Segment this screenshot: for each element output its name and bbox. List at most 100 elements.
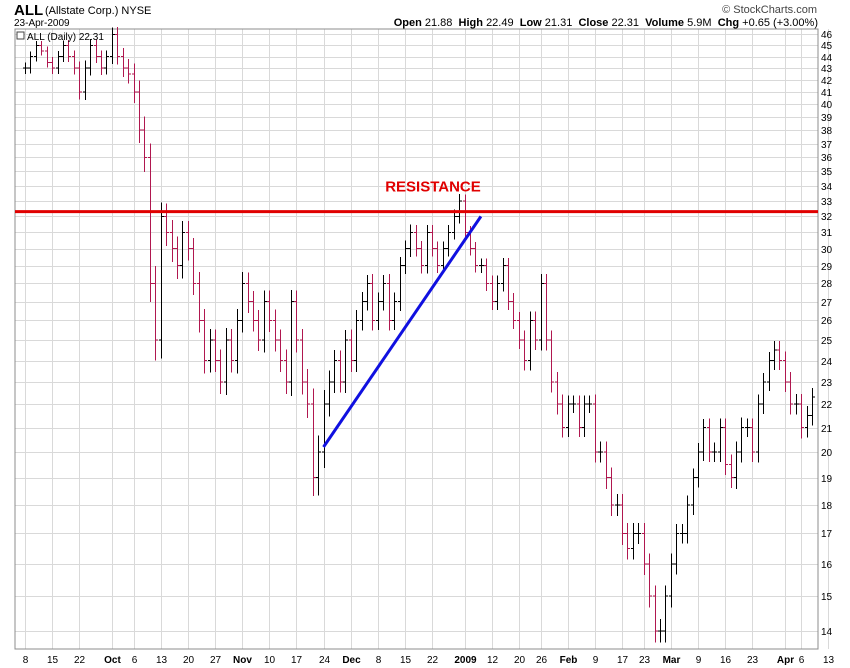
ohlc-bar (484, 258, 489, 291)
y-tick-label: 38 (821, 126, 833, 137)
ohlc-bar (761, 372, 766, 414)
y-tick-label: 29 (821, 262, 833, 273)
y-tick-label: 25 (821, 336, 833, 347)
ohlc-bar (539, 274, 544, 351)
x-tick-label: 10 (264, 655, 276, 666)
brand-watermark: © StockCharts.com (722, 4, 817, 16)
ohlc-bar (501, 257, 506, 292)
ohlc-bar (294, 290, 299, 353)
ohlc-bar (251, 291, 256, 332)
ohlc-bar (99, 50, 104, 75)
y-tick-label: 26 (821, 316, 833, 327)
ohlc-bar (213, 329, 218, 372)
y-tick-label: 35 (821, 167, 833, 178)
ohlc-bar (316, 435, 321, 496)
ohlc-bar (609, 467, 614, 516)
ohlc-bar (381, 274, 386, 311)
ohlc-bar (435, 241, 440, 274)
x-tick-label: 20 (514, 655, 526, 666)
ohlc-bar (392, 292, 397, 330)
x-tick-label: Nov (233, 655, 252, 666)
ohlc-bar (50, 56, 55, 74)
y-tick-label: 15 (821, 592, 833, 603)
ohlc-bar (354, 310, 359, 372)
x-tick-label: 8 (23, 655, 29, 666)
low-label: Low (519, 17, 542, 29)
ohlc-summary: Open 21.88 High 22.49 Low 21.31 Close 22… (394, 17, 818, 29)
ohlc-bar (186, 221, 191, 261)
y-tick-label: 41 (821, 88, 833, 99)
x-tick-label: 15 (47, 655, 59, 666)
ohlc-bar (615, 494, 620, 516)
ohlc-bar (56, 50, 61, 75)
ohlc-bar (327, 370, 332, 417)
x-tick-label: Dec (342, 655, 361, 666)
ohlc-bar (387, 274, 392, 331)
ohlc-bar (473, 242, 478, 273)
close-value: 22.31 (611, 17, 639, 29)
x-tick-label: 13 (823, 655, 835, 666)
y-tick-label: 22 (821, 400, 833, 411)
ohlc-bar (593, 394, 598, 463)
ohlc-bar (555, 372, 560, 415)
ohlc-bar (680, 523, 685, 544)
x-tick-label: 20 (183, 655, 195, 666)
ohlc-bar (425, 225, 430, 274)
ohlc-bar (121, 48, 126, 78)
ohlc-bar (278, 329, 283, 372)
ohlc-bar (34, 40, 39, 62)
ohlc-bar (506, 257, 511, 310)
ohlc-bar (66, 40, 71, 63)
ohlc-bar (180, 220, 185, 279)
y-tick-label: 24 (821, 357, 833, 368)
ohlc-bar (658, 619, 663, 643)
ohlc-bar (28, 51, 33, 74)
y-tick-label: 37 (821, 140, 833, 151)
ohlc-bar (810, 387, 815, 426)
ohlc-bar (267, 290, 272, 333)
chg-label: Chg (717, 17, 740, 29)
ohlc-bar (756, 394, 761, 463)
chart-legend: ALL (Daily) 22.31 (16, 31, 104, 43)
ohlc-bar (104, 50, 109, 75)
ohlc-bar (72, 50, 77, 75)
x-tick-label: 15 (400, 655, 412, 666)
ohlc-bar (148, 143, 153, 302)
ohlc-bar (479, 258, 484, 274)
ohlc-bar (495, 275, 500, 310)
ohlc-bar (707, 418, 712, 462)
ohlc-bar (338, 350, 343, 393)
ohlc-bar (235, 309, 240, 374)
ohlc-bar (110, 27, 115, 64)
ohlc-bar (376, 292, 381, 330)
ohlc-bar (208, 328, 213, 373)
ohlc-bar (94, 39, 99, 63)
x-tick-label: 9 (696, 655, 702, 666)
x-tick-label: 17 (291, 655, 303, 666)
ohlc-bar (115, 26, 120, 65)
ohlc-bar (229, 328, 234, 373)
y-tick-label: 30 (821, 245, 833, 256)
ohlc-bar (669, 553, 674, 608)
ohlc-bar (452, 209, 457, 240)
ohlc-bar (663, 585, 668, 643)
ohlc-bar (647, 553, 652, 608)
legend-swatch (16, 31, 25, 40)
x-axis: 8 15 22 Oct 6 13 20 27 Nov 10 17 24 Dec 8 15 22 2009 12 20… (23, 655, 850, 666)
x-tick-label: 24 (319, 655, 331, 666)
ohlc-bar (414, 225, 419, 257)
y-tick-label: 23 (821, 378, 833, 389)
ohlc-bar (159, 202, 164, 359)
y-tick-label: 27 (821, 298, 833, 309)
ohlc-bar (256, 310, 261, 352)
x-tick-label: 27 (210, 655, 222, 666)
ohlc-bar (224, 328, 229, 396)
ohlc-bar (696, 443, 701, 488)
ohlc-bar (691, 468, 696, 515)
ohlc-bar (718, 418, 723, 462)
ohlc-bar (218, 349, 223, 394)
y-tick-label: 19 (821, 474, 833, 485)
chg-value: +0.65 (+3.00%) (742, 17, 818, 29)
ohlc-bar (45, 46, 50, 68)
ohlc-bar (88, 38, 93, 76)
